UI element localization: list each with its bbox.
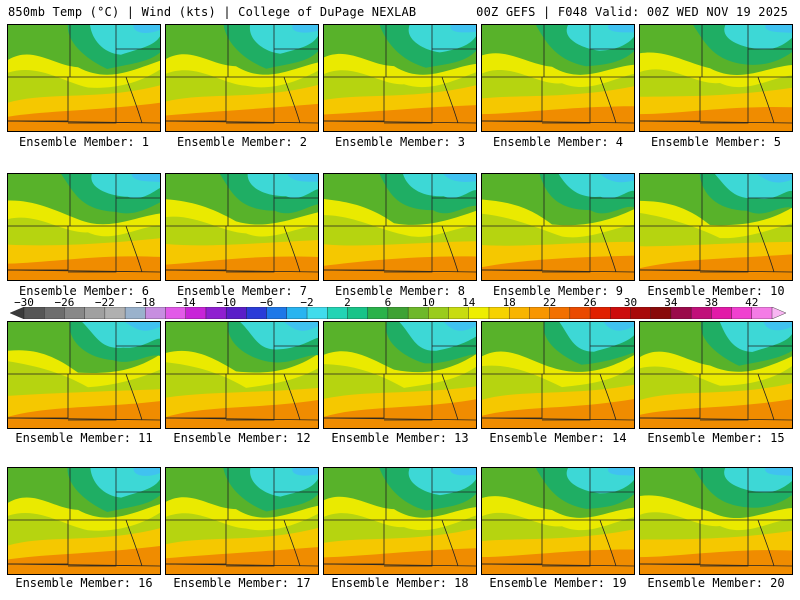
map-panel-9 [481, 173, 635, 281]
colorbar-tick-label: −22 [94, 296, 115, 309]
temperature-field-map [482, 322, 634, 428]
temperature-field-map [324, 25, 476, 131]
colorbar-tick-label: 30 [623, 296, 638, 309]
map-panel-15 [639, 321, 793, 429]
map-panel-12 [165, 321, 319, 429]
map-panel-13 [323, 321, 477, 429]
colorbar-tick-label: 2 [344, 296, 351, 309]
map-panel-1 [7, 24, 161, 132]
temperature-field-map [166, 322, 318, 428]
temperature-field-map [166, 25, 318, 131]
map-panel-7 [165, 173, 319, 281]
colorbar-tick-label: −14 [175, 296, 196, 309]
temperature-field-map [640, 174, 792, 280]
member-label-19: Ensemble Member: 19 [489, 576, 627, 590]
member-label-3: Ensemble Member: 3 [334, 135, 466, 149]
colorbar-tick-label: 22 [542, 296, 557, 309]
member-label-15: Ensemble Member: 15 [647, 431, 785, 445]
map-panel-14 [481, 321, 635, 429]
temperature-field-map [640, 322, 792, 428]
member-label-14: Ensemble Member: 14 [489, 431, 627, 445]
colorbar-tick-label: 6 [384, 296, 392, 309]
colorbar-tick-label: −2 [300, 296, 314, 309]
member-label-2: Ensemble Member: 2 [176, 135, 308, 149]
temperature-field-map [324, 322, 476, 428]
member-label-8: Ensemble Member: 8 [334, 284, 466, 298]
map-panel-19 [481, 467, 635, 575]
map-panel-10 [639, 173, 793, 281]
temperature-field-map [324, 468, 476, 574]
map-panel-6 [7, 173, 161, 281]
colorbar-tick-label: −30 [14, 296, 34, 309]
member-label-6: Ensemble Member: 6 [18, 284, 150, 298]
map-panel-4 [481, 24, 635, 132]
member-label-9: Ensemble Member: 9 [492, 284, 624, 298]
map-panel-20 [639, 467, 793, 575]
colorbar-tick-label: −26 [54, 296, 75, 309]
colorbar-tick-label: 34 [664, 296, 678, 309]
member-label-18: Ensemble Member: 18 [331, 576, 469, 590]
map-panel-16 [7, 467, 161, 575]
temperature-field-map [166, 174, 318, 280]
temperature-field-map [324, 174, 476, 280]
temperature-field-map [482, 174, 634, 280]
header-title: 850mb Temp (°C) | Wind (kts) | College o… [8, 5, 417, 19]
header-run-info: 00Z GEFS | F048 Valid: 00Z WED NOV 19 20… [476, 5, 788, 19]
member-label-12: Ensemble Member: 12 [173, 431, 311, 445]
member-label-5: Ensemble Member: 5 [650, 135, 782, 149]
member-label-4: Ensemble Member: 4 [492, 135, 624, 149]
member-label-17: Ensemble Member: 17 [173, 576, 311, 590]
map-panel-11 [7, 321, 161, 429]
colorbar-tick-label: 14 [462, 296, 476, 309]
colorbar-tick-label: 38 [704, 296, 718, 309]
member-label-1: Ensemble Member: 1 [18, 135, 150, 149]
colorbar-tick-label: 18 [502, 296, 516, 309]
colorbar-tick-label: 10 [421, 296, 435, 309]
map-panel-18 [323, 467, 477, 575]
temperature-field-map [8, 174, 160, 280]
temperature-field-map [8, 468, 160, 574]
temperature-field-map [482, 468, 634, 574]
temperature-field-map [640, 25, 792, 131]
colorbar-tick-label: −18 [135, 296, 156, 309]
member-label-20: Ensemble Member: 20 [647, 576, 785, 590]
map-panel-3 [323, 24, 477, 132]
temperature-field-map [8, 25, 160, 131]
colorbar-swatch [771, 307, 786, 319]
temperature-field-map [8, 322, 160, 428]
member-label-16: Ensemble Member: 16 [15, 576, 153, 590]
map-panel-8 [323, 173, 477, 281]
temperature-field-map [166, 468, 318, 574]
temperature-field-map [640, 468, 792, 574]
temperature-field-map [482, 25, 634, 131]
map-panel-17 [165, 467, 319, 575]
colorbar-tick-label: −6 [259, 296, 274, 309]
colorbar-tick-label: 26 [583, 296, 597, 309]
map-panel-5 [639, 24, 793, 132]
colorbar-tick-label: −10 [216, 296, 237, 309]
temperature-colorbar [10, 307, 786, 319]
member-label-7: Ensemble Member: 7 [176, 284, 308, 298]
member-label-10: Ensemble Member: 10 [647, 284, 785, 298]
member-label-13: Ensemble Member: 13 [331, 431, 469, 445]
map-panel-2 [165, 24, 319, 132]
colorbar-tick-label: 42 [745, 296, 759, 309]
member-label-11: Ensemble Member: 11 [15, 431, 153, 445]
